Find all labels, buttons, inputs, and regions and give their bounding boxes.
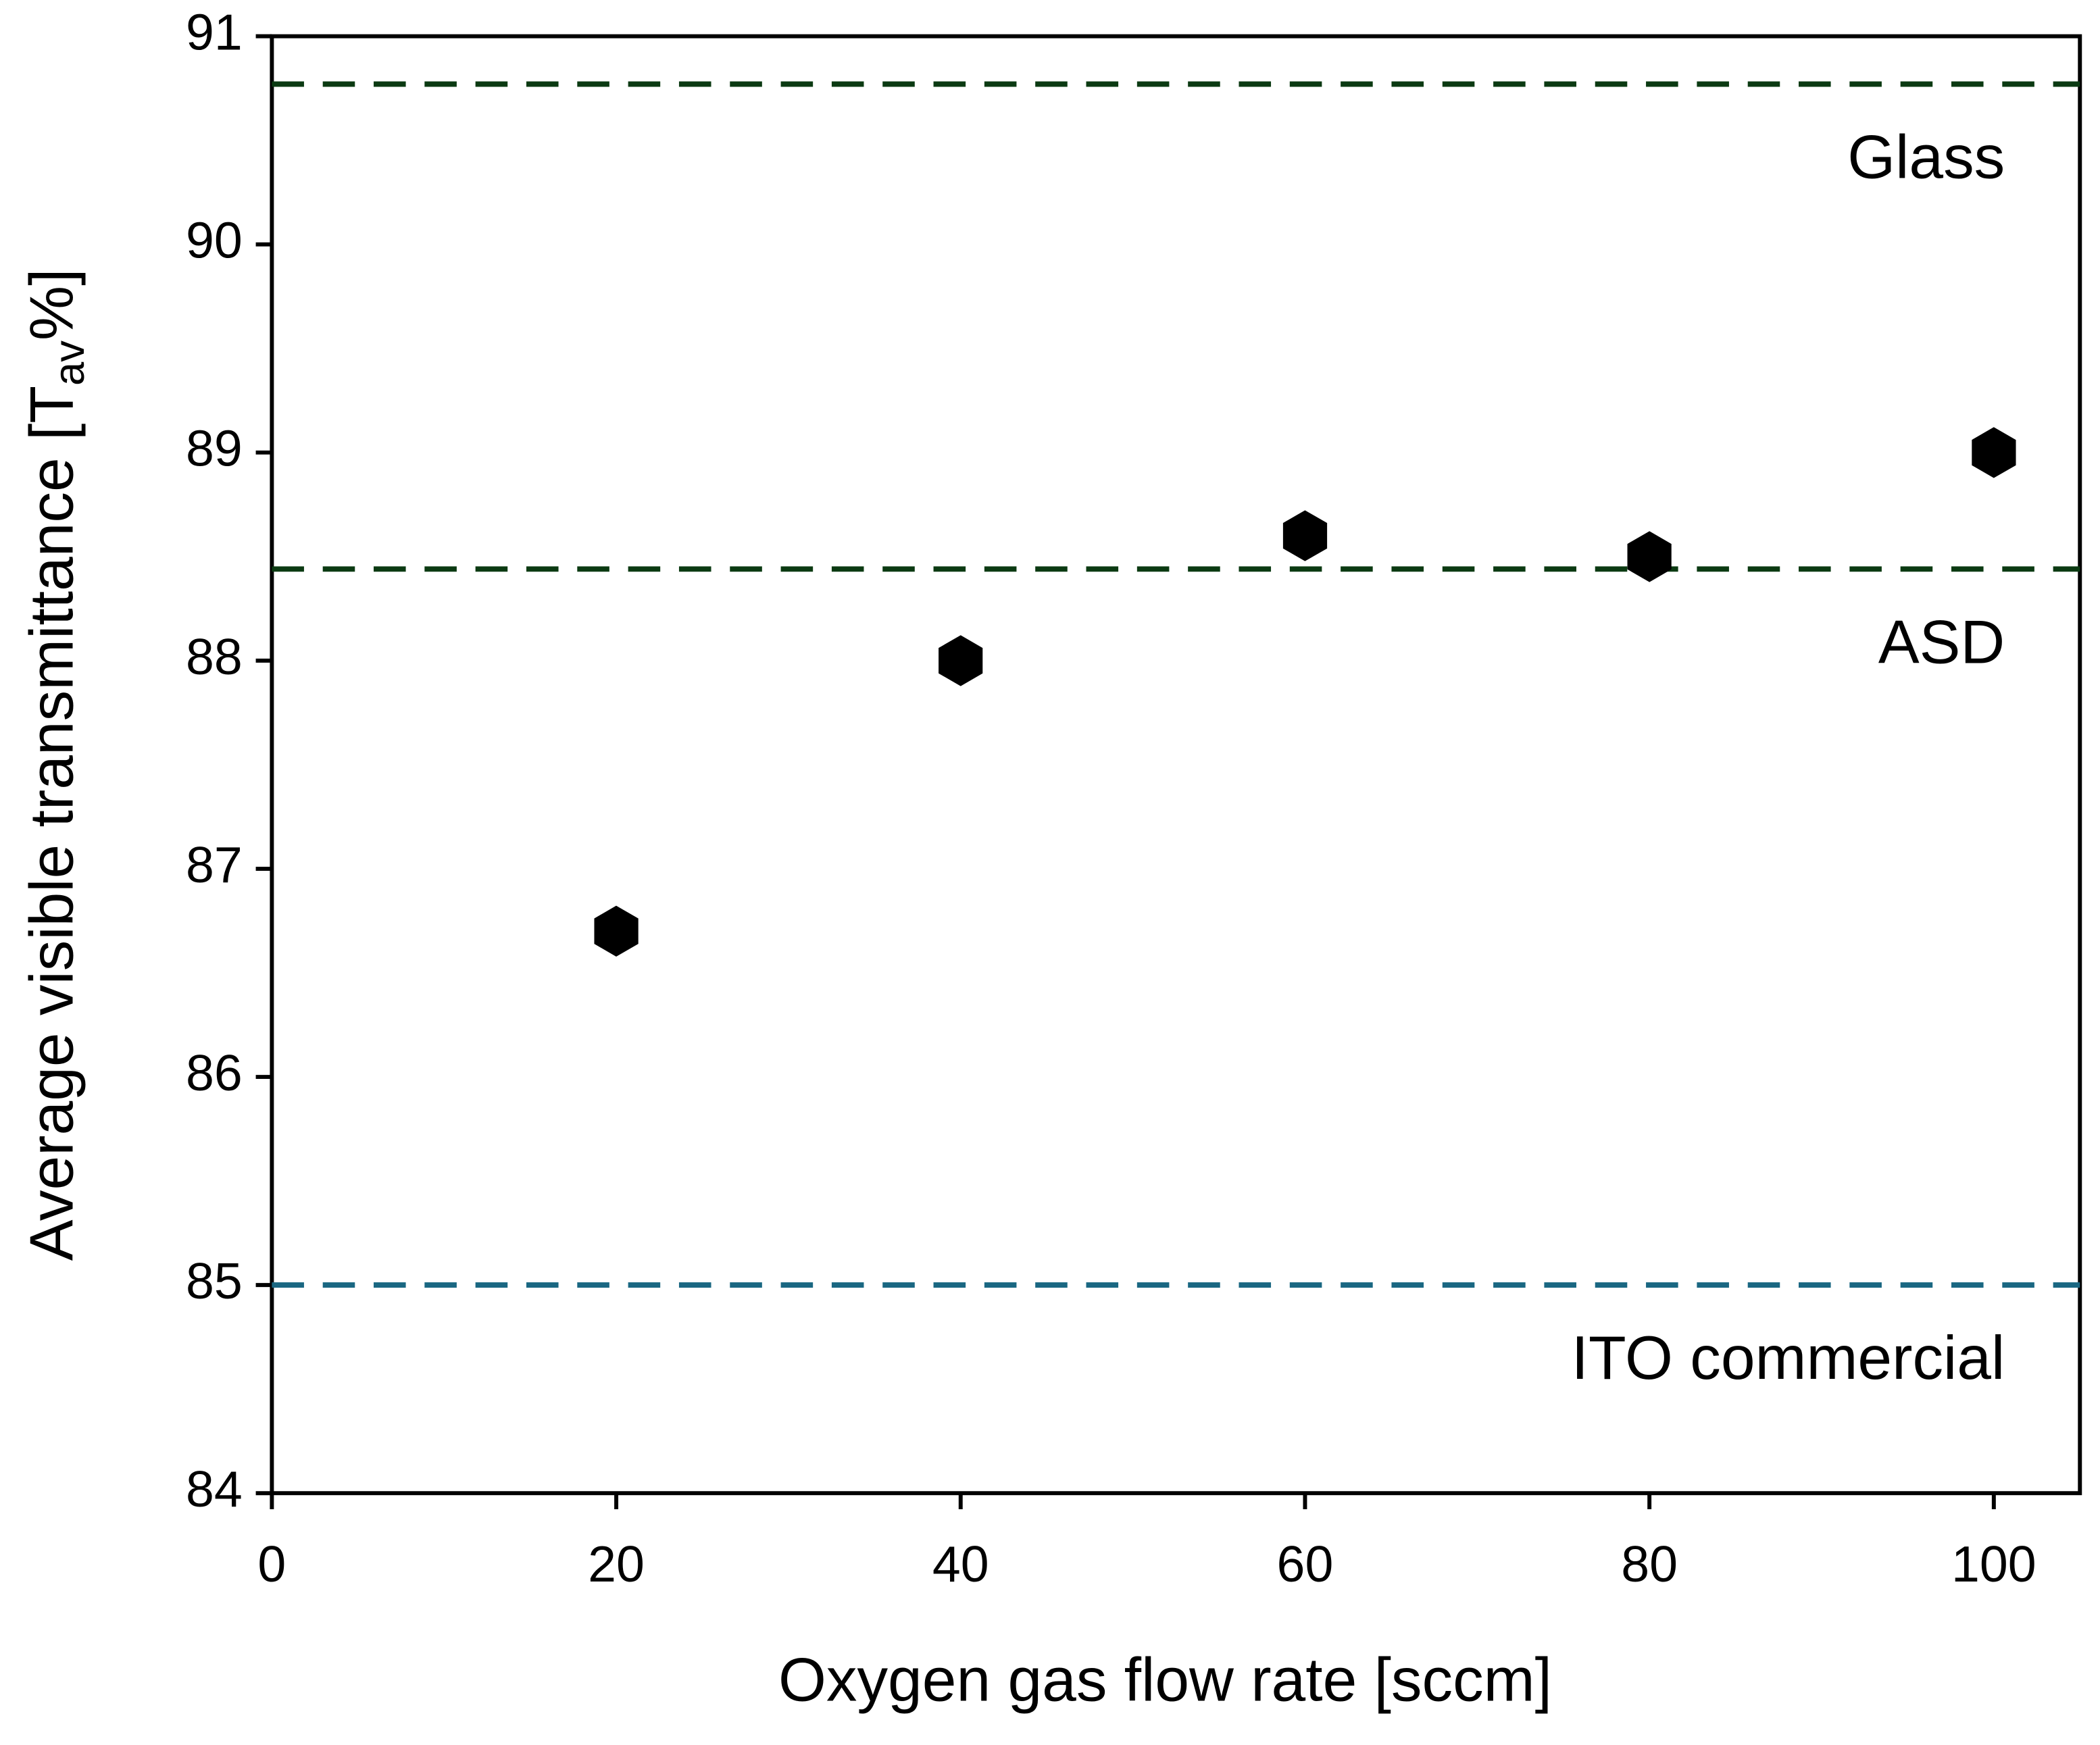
x-tick-label: 20 — [588, 1536, 645, 1592]
x-tick-label: 0 — [257, 1536, 286, 1592]
data-point — [1972, 427, 2016, 478]
reference-label: ASD — [1878, 607, 2005, 676]
data-point — [594, 905, 639, 957]
data-point — [1627, 531, 1672, 582]
x-tick-label: 80 — [1621, 1536, 1678, 1592]
reference-label: Glass — [1847, 123, 2005, 192]
y-label-sub: av — [46, 340, 93, 386]
y-tick-label: 87 — [186, 836, 243, 893]
y-tick-label: 90 — [186, 212, 243, 269]
y-tick-label: 88 — [186, 628, 243, 685]
y-tick-label: 85 — [186, 1253, 243, 1309]
x-axis-label: Oxygen gas flow rate [sccm] — [778, 1646, 1552, 1715]
plot-frame — [270, 34, 2082, 1496]
x-tick-label: 40 — [932, 1536, 989, 1592]
y-label-main: Average visible transmittance [T — [17, 386, 86, 1261]
y-tick-label: 84 — [186, 1461, 243, 1517]
data-point — [939, 635, 983, 686]
data-point — [1282, 510, 1328, 561]
x-tick-label: 100 — [1951, 1536, 2036, 1592]
y-tick-label: 89 — [186, 420, 243, 477]
reference-label: ITO commercial — [1572, 1323, 2005, 1392]
y-tick-label: 86 — [186, 1044, 243, 1101]
y-axis-label: Average visible transmittance [Tav%] — [17, 269, 93, 1261]
y-tick-label: 91 — [186, 4, 243, 61]
y-label-tail: %] — [17, 269, 86, 340]
x-tick-label: 60 — [1277, 1536, 1334, 1592]
